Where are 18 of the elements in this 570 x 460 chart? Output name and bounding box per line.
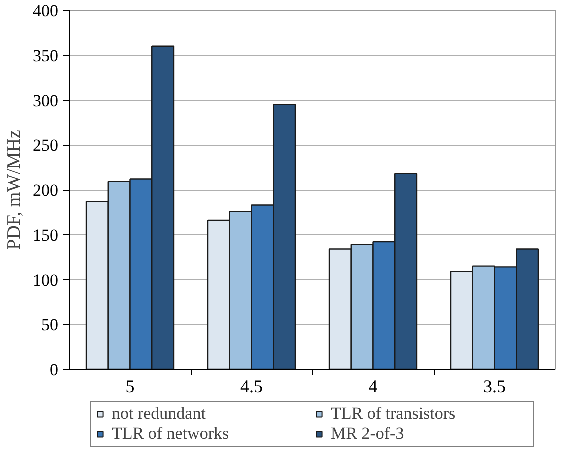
y-tick-label: 350 bbox=[33, 46, 58, 66]
y-tick-label: 50 bbox=[42, 316, 58, 335]
y-axis-title: PDF, mW/MHz bbox=[4, 130, 25, 250]
y-tick-label: 250 bbox=[33, 136, 58, 156]
y-tick-label: 150 bbox=[33, 226, 58, 245]
legend-label: TLR of transistors bbox=[331, 404, 457, 424]
y-tick-label: 200 bbox=[33, 181, 58, 200]
legend-label: MR 2-of-3 bbox=[331, 424, 406, 444]
x-tick-label: 3.5 bbox=[484, 376, 506, 396]
y-tick-label: 0 bbox=[50, 360, 58, 380]
legend-label: not redundant bbox=[112, 404, 207, 424]
y-tick-label: 400 bbox=[33, 2, 58, 20]
y-tick-label: 300 bbox=[33, 91, 58, 110]
x-tick-label: 4.5 bbox=[240, 376, 263, 396]
x-tick-label: 5 bbox=[126, 376, 135, 396]
y-tick-label: 100 bbox=[33, 270, 58, 290]
legend-label: TLR of networks bbox=[112, 424, 230, 444]
x-tick-label: 4 bbox=[368, 376, 378, 396]
